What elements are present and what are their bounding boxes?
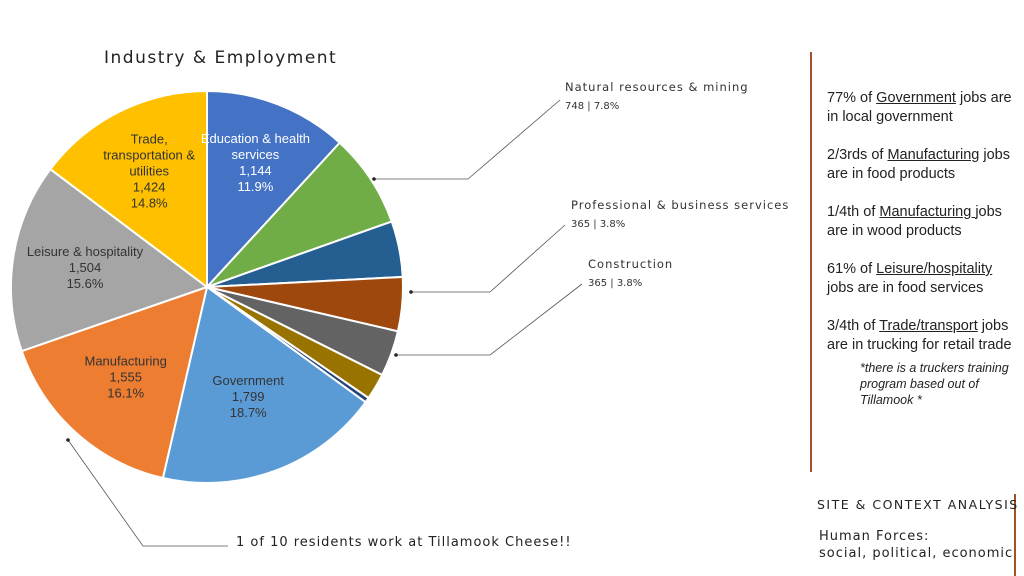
callout-value: 365 | 3.8% <box>588 278 643 289</box>
callout-value: 748 | 7.8% <box>565 101 620 112</box>
fact-link: Manufacturing <box>879 204 976 220</box>
pie-chart: Education & health services 1,144 11.9% Gove… <box>10 89 583 547</box>
leader-dot-professional <box>409 290 413 294</box>
fact-item: 77% of Government jobs are in local gove… <box>827 90 1012 125</box>
slice-label: Trade, transportation & utilities 1,424 14.8… <box>103 131 195 210</box>
fact-link: Trade/transport <box>879 318 978 334</box>
fact-item: 3/4th of Trade/transport jobs are in tru… <box>827 318 1012 353</box>
fact-link: Manufacturing <box>887 147 980 163</box>
subtitle-line: Human Forces: <box>819 529 930 544</box>
divider-line-bottom <box>1014 494 1016 576</box>
callout-value: 365 | 3.8% <box>571 219 626 230</box>
section-subtitle: Human Forces: social, political, economi… <box>819 528 1013 562</box>
pie-slice <box>161 285 367 484</box>
facts-panel: 77% of Government jobs are in local gove… <box>827 89 1022 408</box>
callout-name: Natural resources & mining <box>565 80 749 94</box>
fact-item: 2/3rds of Manufacturing jobs are in food… <box>827 147 1010 182</box>
slice-label: Manufacturing 1,555 16.1% <box>85 353 167 400</box>
pie-slice <box>206 141 394 288</box>
leader-construction <box>396 283 583 356</box>
leader-natural-resources <box>374 99 561 180</box>
footnote: *there is a truckers training program ba… <box>860 361 1009 407</box>
callout-name: Construction <box>588 257 674 271</box>
slice-label: Government 1,799 18.7% <box>212 373 284 420</box>
callout-construction: Construction 365 | 3.8% <box>588 257 673 289</box>
leader-dot-natural-resources <box>372 177 376 181</box>
section-title: SITE & CONTEXT ANALYSIS <box>817 497 1019 512</box>
fact-link: Leisure/hospitality <box>876 261 993 277</box>
pie-slice <box>20 285 209 480</box>
tillamook-note: 1 of 10 residents work at Tillamook Chee… <box>236 535 572 550</box>
leader-dot-manufacturing <box>66 438 70 442</box>
pie-slice <box>48 89 208 290</box>
subtitle-line: social, political, economic <box>819 546 1014 561</box>
pie-slice <box>10 167 210 353</box>
chart-title: Industry & Employment <box>104 48 338 68</box>
fact-item: 1/4th of Manufacturing jobs are in wood … <box>827 204 1002 239</box>
callout-professional: Professional & business services 365 | 3… <box>571 198 789 230</box>
slice-label: Education & health services 1,144 11.9% <box>201 131 310 194</box>
divider-line <box>810 52 812 472</box>
pie-slice <box>206 89 342 290</box>
leader-dot-construction <box>394 353 398 357</box>
leader-manufacturing <box>67 439 228 547</box>
fact-link: Government <box>876 90 956 106</box>
slice-label: Leisure & hospitality 1,504 15.6% <box>27 244 144 291</box>
callout-name: Professional & business services <box>571 198 790 212</box>
callout-natural-resources: Natural resources & mining 748 | 7.8% <box>565 80 749 112</box>
fact-item: 61% of Leisure/hospitality jobs are in f… <box>827 261 993 296</box>
leader-professional <box>411 224 566 293</box>
